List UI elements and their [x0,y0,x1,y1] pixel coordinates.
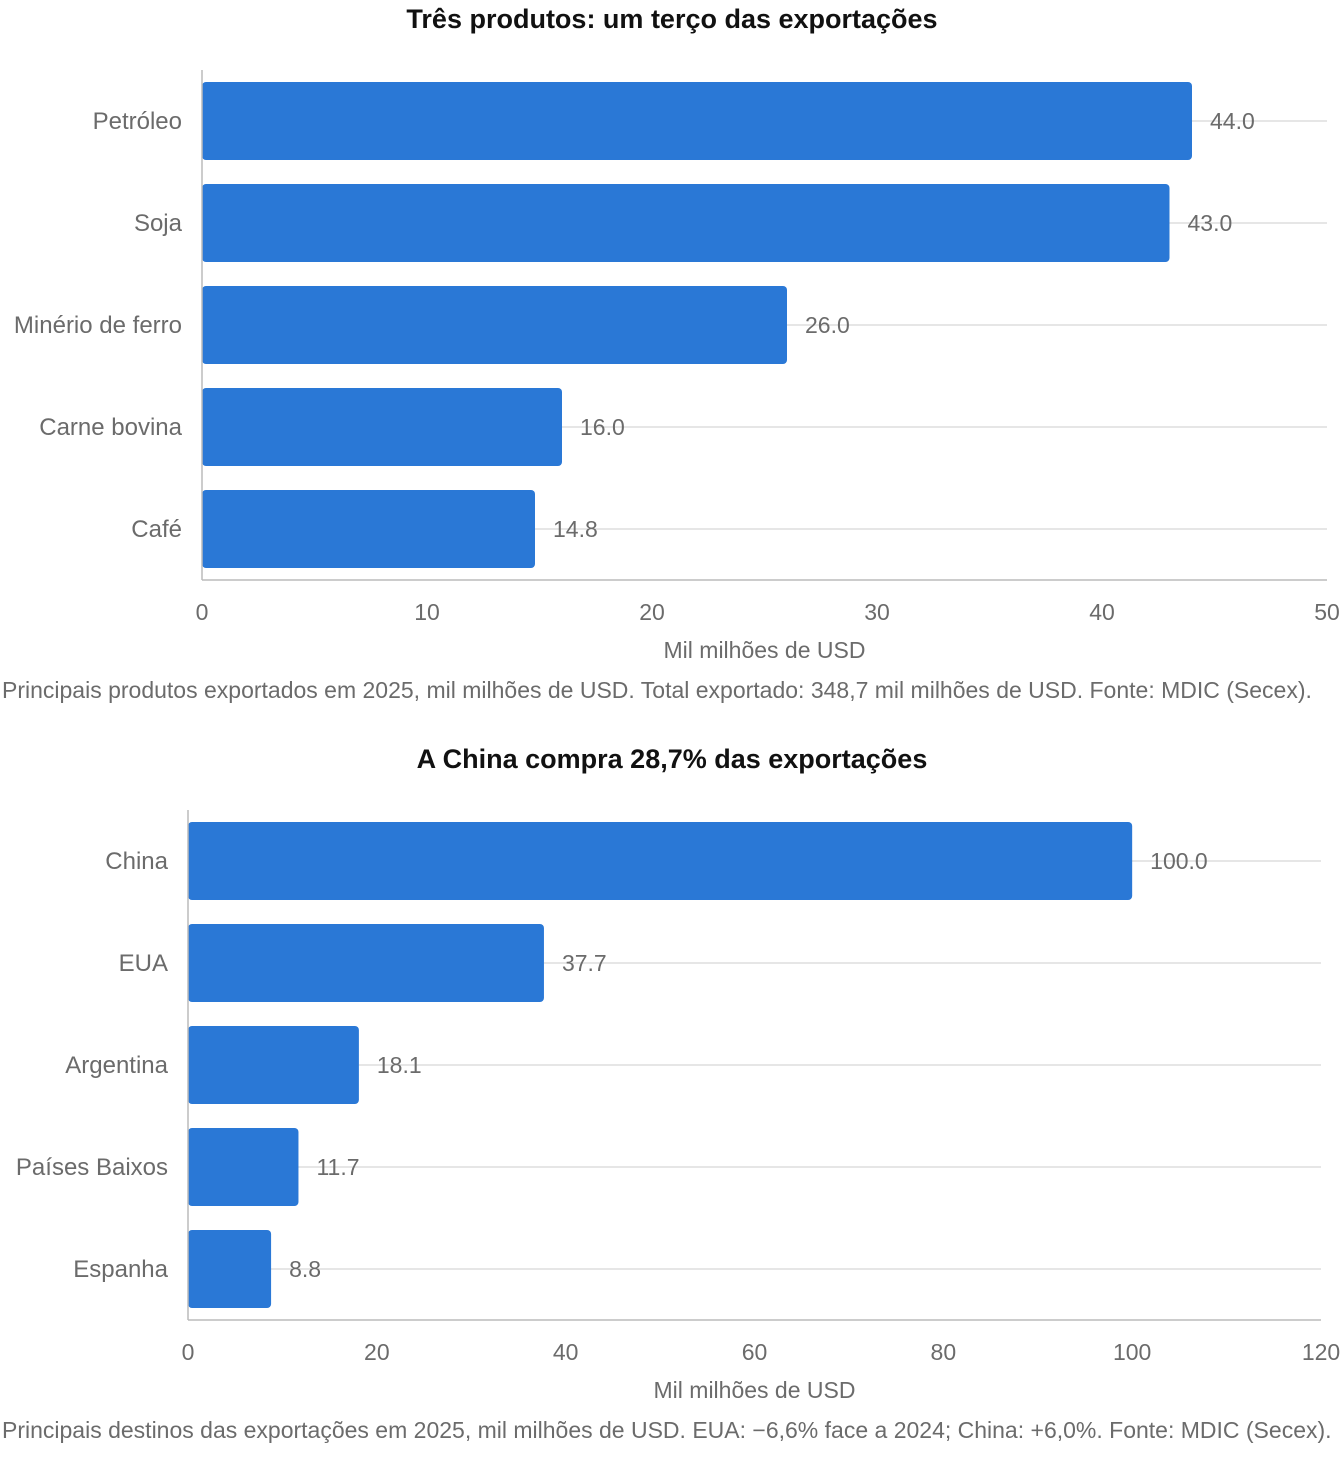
category-label: Petróleo [93,108,182,135]
bar [188,1128,299,1206]
category-label: Espanha [73,1256,168,1283]
chart-destinations: A China compra 28,7% das exportações 100… [0,740,1344,1480]
data-label: 43.0 [1188,210,1233,236]
data-label: 100.0 [1150,848,1208,874]
x-tick-label: 20 [364,1339,390,1365]
x-tick-label: 10 [414,599,440,625]
data-label: 11.7 [316,1154,359,1180]
data-label: 44.0 [1210,108,1255,134]
bar [188,1026,359,1104]
x-axis-title: Mil milhões de USD [664,637,866,663]
chart-caption: Principais destinos das exportações em 2… [2,1417,1332,1443]
data-label: 8.8 [289,1256,321,1282]
bar [188,822,1133,900]
bar-chart-products: 44.0 43.0 26.0 16.0 14.8 Petróleo Soja Minério … [14,70,1340,663]
bar-chart-destinations: 100.0 37.7 18.1 11.7 8.8 China EUA Argentina Paí… [16,810,1340,1403]
bar [202,490,535,568]
bar [188,1230,272,1308]
chart-products: Três produtos: um terço das exportações … [2,4,1340,703]
x-tick-label: 80 [931,1339,957,1365]
x-tick-label: 60 [742,1339,768,1365]
data-label: 18.1 [377,1052,422,1078]
bar [188,924,544,1002]
x-tick-label: 30 [864,599,890,625]
x-tick-label: 20 [639,599,665,625]
chart-title: A China compra 28,7% das exportações [416,744,928,774]
bar [202,184,1170,262]
category-label: Café [131,516,182,543]
x-axis-title: Mil milhões de USD [654,1377,856,1403]
category-label: China [105,848,168,875]
bar [202,388,562,466]
category-label: Argentina [65,1052,168,1079]
data-label: 14.8 [553,516,598,542]
category-label: EUA [119,950,168,977]
data-label: 37.7 [562,950,607,976]
category-label: Minério de ferro [14,312,182,339]
x-tick-label: 40 [553,1339,579,1365]
x-tick-label: 100 [1113,1339,1151,1365]
x-tick-label: 0 [196,599,209,625]
category-label: Carne bovina [39,414,182,441]
chart-caption: Principais produtos exportados em 2025, … [2,677,1312,703]
data-label: 26.0 [805,312,850,338]
category-label: Países Baixos [16,1154,168,1181]
x-tick-label: 120 [1302,1339,1340,1365]
bar [202,286,787,364]
data-label: 16.0 [580,414,625,440]
category-label: Soja [134,210,183,237]
chart-title: Três produtos: um terço das exportações [406,4,938,34]
bar [202,82,1192,160]
x-tick-label: 0 [182,1339,195,1365]
x-tick-label: 50 [1314,599,1340,625]
x-tick-label: 40 [1089,599,1115,625]
